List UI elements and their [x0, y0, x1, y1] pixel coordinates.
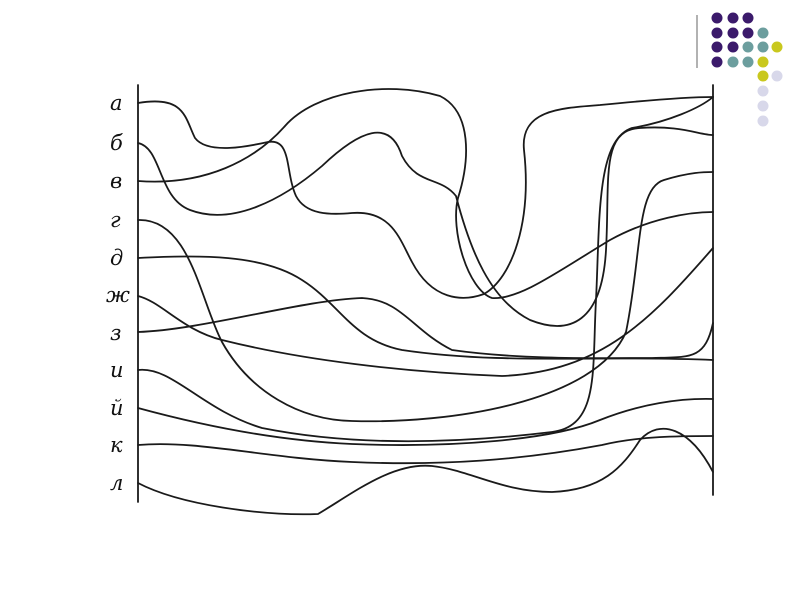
line-g	[137, 171, 714, 423]
dot	[742, 27, 754, 39]
dot	[771, 41, 783, 53]
dot	[742, 56, 754, 68]
dot	[757, 85, 769, 97]
label-l: л	[110, 471, 123, 495]
dot-grid-icon	[711, 12, 783, 127]
dot	[757, 27, 769, 39]
dot	[757, 41, 769, 53]
dot	[727, 41, 739, 53]
line-v	[137, 88, 714, 299]
line-a	[137, 96, 714, 299]
dot	[727, 56, 739, 68]
line-z	[137, 297, 714, 360]
line-ii	[137, 398, 714, 446]
label-g: г	[110, 208, 121, 232]
line-k	[137, 435, 714, 465]
line-b	[137, 126, 714, 327]
dot	[757, 70, 769, 82]
dot	[742, 12, 754, 24]
dot	[742, 41, 754, 53]
line-l	[137, 427, 714, 516]
dot	[727, 27, 739, 39]
label-k: к	[110, 433, 123, 457]
label-v: в	[110, 169, 122, 193]
label-a: а	[110, 91, 123, 115]
line-i	[137, 96, 714, 443]
tangled-lines-diagram: а б в г д ж з и й к л	[106, 84, 714, 516]
label-z: з	[110, 321, 121, 345]
dot	[711, 27, 723, 39]
corner-decoration	[696, 12, 783, 127]
label-zh: ж	[106, 283, 130, 307]
dot	[771, 70, 783, 82]
label-ii: й	[110, 396, 124, 420]
dot	[711, 12, 723, 24]
label-b: б	[110, 131, 123, 155]
label-i: и	[110, 358, 124, 382]
dot	[757, 56, 769, 68]
dot	[711, 56, 723, 68]
label-d: д	[110, 246, 123, 270]
dot	[727, 12, 739, 24]
dot	[757, 100, 769, 112]
dot	[757, 115, 769, 127]
line-zh	[137, 247, 714, 377]
dot	[711, 41, 723, 53]
